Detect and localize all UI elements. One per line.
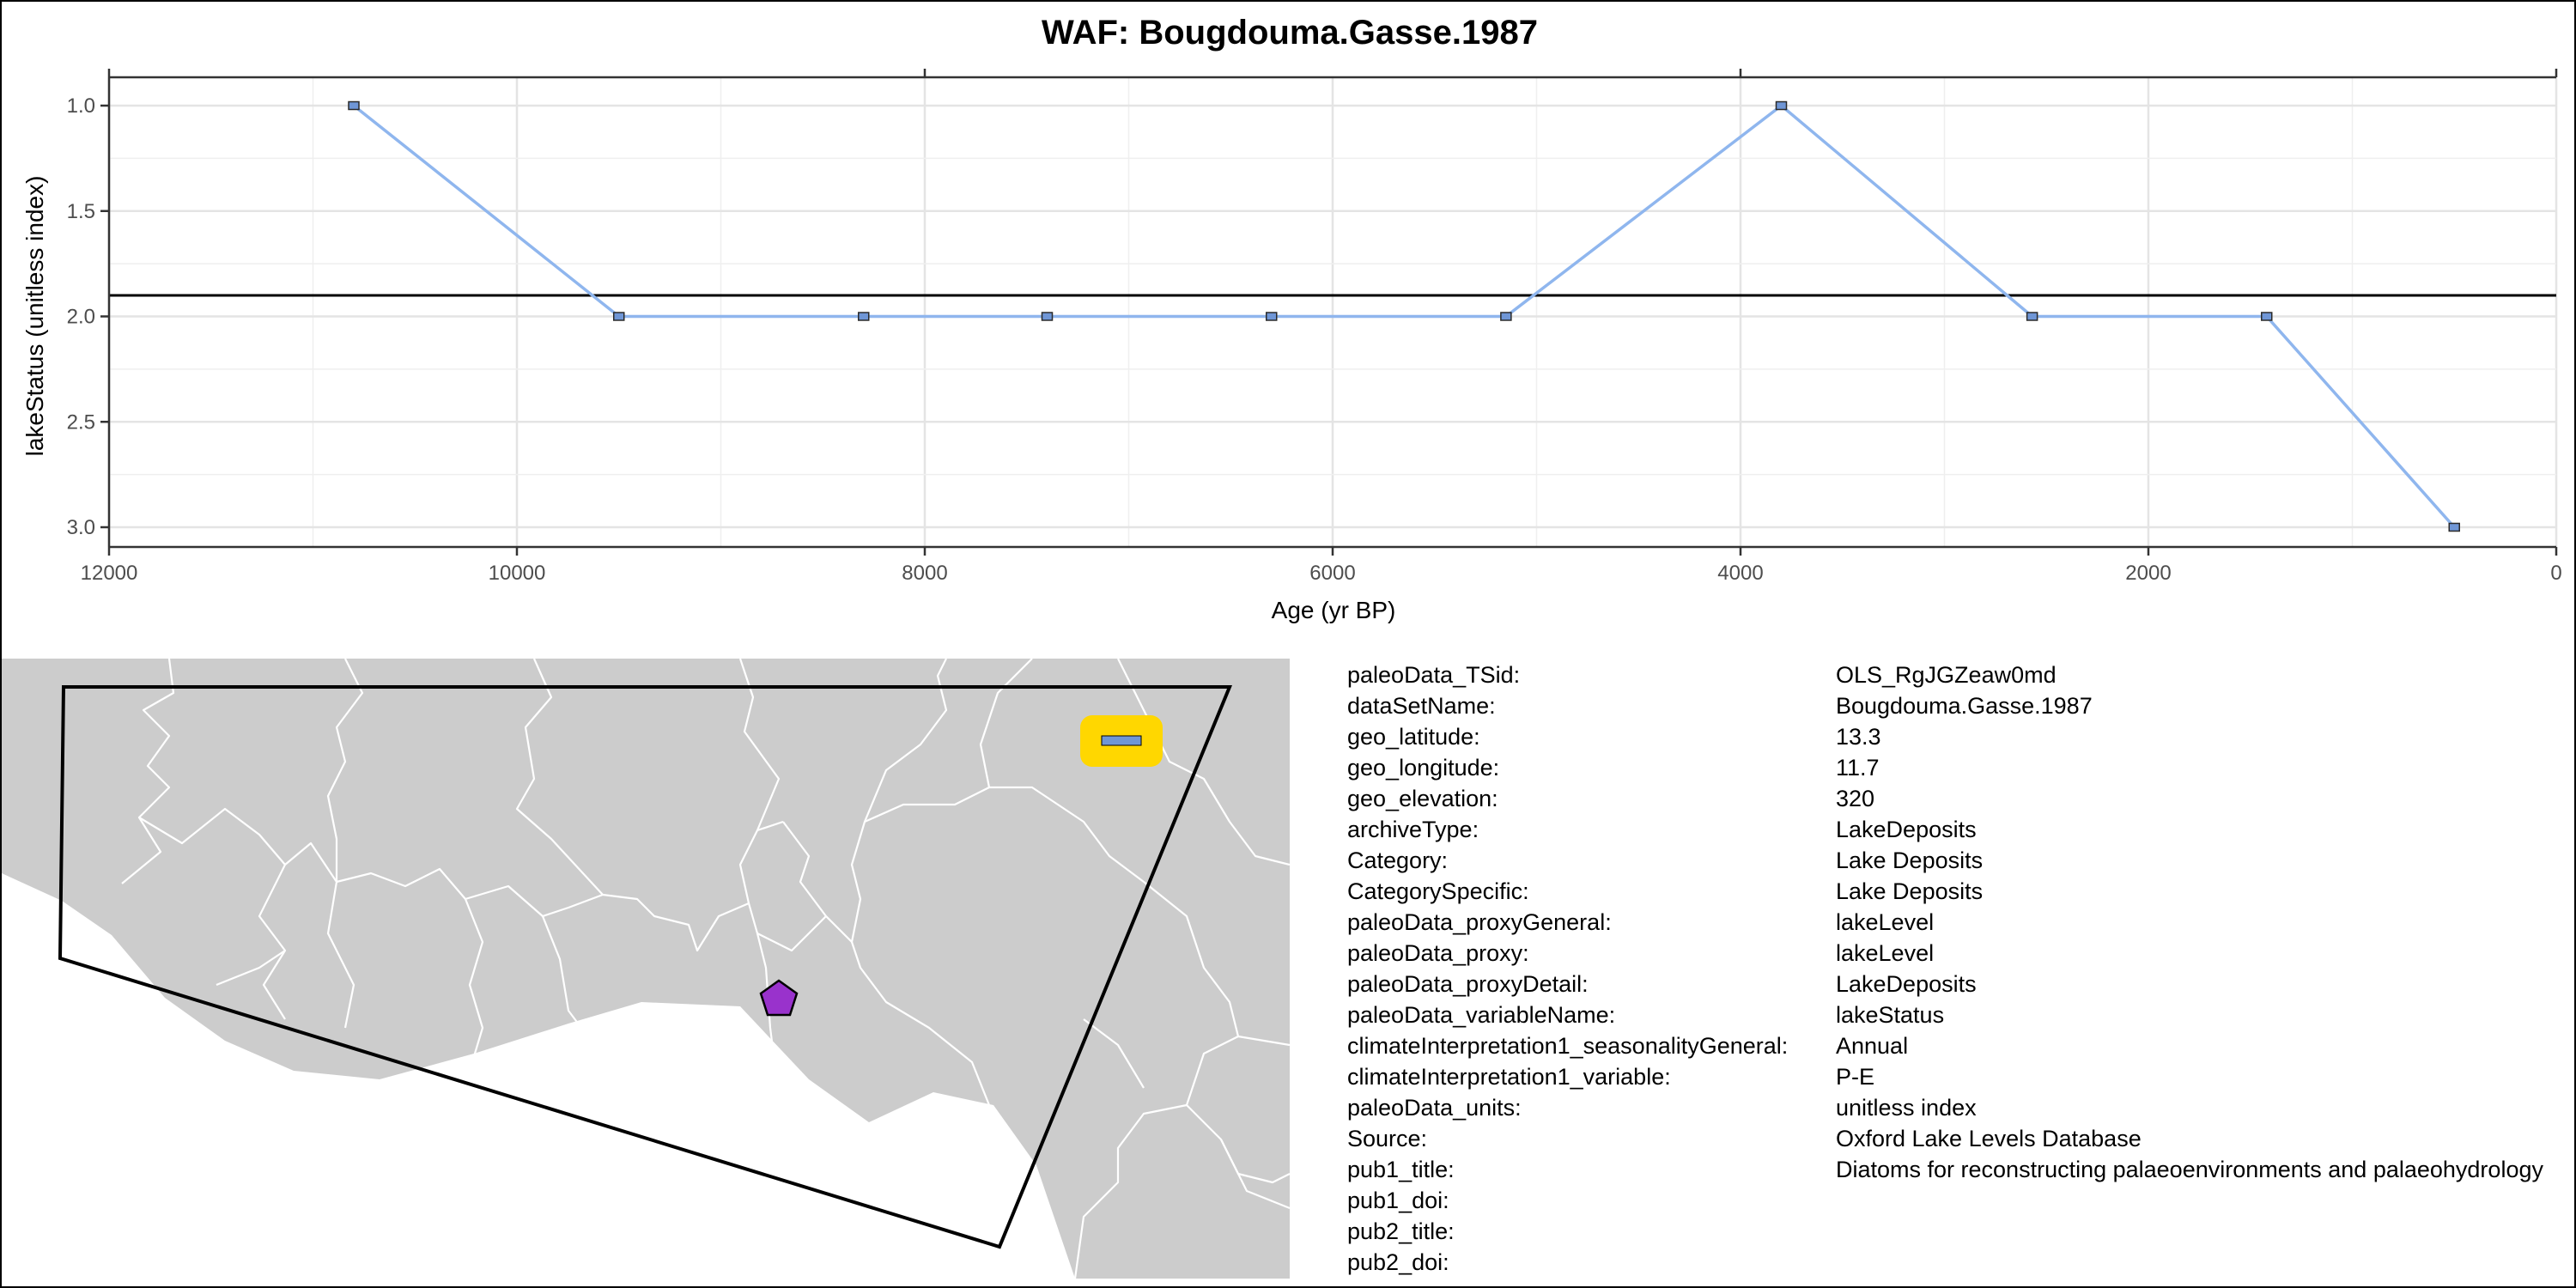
metadata-row: Source: Oxford Lake Levels Database xyxy=(1347,1123,2574,1154)
metadata-value: LakeDeposits xyxy=(1836,817,1977,842)
metadata-table: paleoData_TSid: OLS_RgJGZeaw0md dataSetNam… xyxy=(1347,659,2574,1286)
x-tick-label: 6000 xyxy=(1309,562,1355,585)
time-series-plot: 12000 10000 8000 6000 4000 2000 0 1.0 1.5 2.0 2.5 3… xyxy=(21,69,2562,623)
metadata-value: Lake Deposits xyxy=(1836,848,1984,873)
metadata-value: 320 xyxy=(1836,786,1875,811)
metadata-key: paleoData_proxy: xyxy=(1347,940,1529,966)
x-tick-label: 10000 xyxy=(489,562,546,585)
land-mass xyxy=(2,659,1290,1279)
metadata-key: geo_elevation: xyxy=(1347,786,1498,811)
metadata-row: paleoData_proxyGeneral: lakeLevel xyxy=(1347,907,2574,938)
metadata-value: P-E xyxy=(1836,1064,1875,1090)
metadata-row: CategorySpecific: Lake Deposits xyxy=(1347,876,2574,907)
x-tick-label: 8000 xyxy=(902,562,947,585)
metadata-row: climateInterpretation1_variable: P-E xyxy=(1347,1061,2574,1092)
metadata-key: paleoData_proxyGeneral: xyxy=(1347,909,1612,935)
x-tick-label: 4000 xyxy=(1717,562,1763,585)
metadata-row: paleoData_TSid: OLS_RgJGZeaw0md xyxy=(1347,659,2574,690)
chart-title: WAF: Bougdouma.Gasse.1987 xyxy=(1042,14,1538,52)
metadata-key: pub2_title: xyxy=(1347,1218,1455,1244)
data-point xyxy=(1266,312,1278,321)
metadata-value: lakeStatus xyxy=(1836,1002,1945,1028)
metadata-row: pub2_doi: xyxy=(1347,1247,2574,1278)
data-point xyxy=(2026,312,2038,321)
metadata-key: pub2_doi: xyxy=(1347,1249,1449,1275)
y-tick-label: 2.5 xyxy=(67,410,95,434)
x-tick-label: 12000 xyxy=(81,562,138,585)
metadata-row: geo_latitude: 13.3 xyxy=(1347,721,2574,752)
metadata-key: geo_longitude: xyxy=(1347,755,1500,781)
y-tick-label: 2.0 xyxy=(67,306,95,329)
metadata-key: climateInterpretation1_variable: xyxy=(1347,1064,1671,1090)
metadata-key: paleoData_variableName: xyxy=(1347,1002,1616,1028)
metadata-key: CategorySpecific: xyxy=(1347,878,1529,904)
metadata-key: Source: xyxy=(1347,1126,1428,1151)
region-boundary xyxy=(58,685,1232,1249)
metadata-value: unitless index xyxy=(1836,1095,1977,1121)
metadata-value: lakeLevel xyxy=(1836,909,1935,935)
metadata-key: pub1_doi: xyxy=(1347,1188,1449,1213)
metadata-value: LakeDeposits xyxy=(1836,971,1977,997)
metadata-key: paleoData_TSid: xyxy=(1347,662,1521,688)
metadata-key: geo_latitude: xyxy=(1347,724,1480,750)
metadata-row: dataSetName: Bougdouma.Gasse.1987 xyxy=(1347,690,2574,721)
metadata-row: Category: Lake Deposits xyxy=(1347,845,2574,876)
metadata-row: pub1_title: Diatoms for reconstructing pa… xyxy=(1347,1154,2574,1185)
metadata-key: archiveType: xyxy=(1347,817,1479,842)
metadata-row: archiveType: LakeDeposits xyxy=(1347,814,2574,845)
y-tick-label: 1.5 xyxy=(67,200,95,223)
metadata-row: pub2_title: xyxy=(1347,1216,2574,1247)
y-tick-label: 3.0 xyxy=(67,516,95,539)
y-axis-label: lakeStatus (unitless index) xyxy=(21,176,48,457)
metadata-value: OLS_RgJGZeaw0md xyxy=(1836,662,2057,688)
data-point xyxy=(2261,312,2273,321)
metadata-row: paleoData_units: unitless index xyxy=(1347,1092,2574,1123)
metadata-value: Bougdouma.Gasse.1987 xyxy=(1836,693,2093,719)
data-point xyxy=(348,100,360,111)
x-tick-label: 2000 xyxy=(2125,562,2171,585)
axes: 12000 10000 8000 6000 4000 2000 0 1.0 1.5 2.0 2.5 3… xyxy=(67,69,2562,585)
metadata-row: paleoData_variableName: lakeStatus xyxy=(1347,999,2574,1030)
metadata-value: 11.7 xyxy=(1836,755,1880,781)
y-tick-label: 1.0 xyxy=(67,94,95,118)
metadata-key: dataSetName: xyxy=(1347,693,1496,719)
metadata-row: paleoData_proxy: lakeLevel xyxy=(1347,938,2574,969)
metadata-row: geo_longitude: 11.7 xyxy=(1347,752,2574,783)
metadata-value: Oxford Lake Levels Database xyxy=(1836,1126,2142,1151)
metadata-row: climateInterpretation1_seasonalityGenera… xyxy=(1347,1030,2574,1061)
data-point xyxy=(1500,312,1512,321)
country-borders xyxy=(121,659,1290,1279)
metadata-value: 13.3 xyxy=(1836,724,1881,750)
x-tick-label: 0 xyxy=(2550,562,2561,585)
map-legend-swatch xyxy=(1101,735,1142,746)
data-point xyxy=(1041,312,1054,321)
metadata-row: pub1_doi: xyxy=(1347,1185,2574,1216)
data-point xyxy=(2448,522,2460,532)
metadata-key: paleoData_units: xyxy=(1347,1095,1522,1121)
metadata-key: climateInterpretation1_seasonalityGenera… xyxy=(1347,1033,1789,1059)
data-point xyxy=(613,312,625,321)
data-point xyxy=(858,312,870,321)
x-axis-label: Age (yr BP) xyxy=(1272,597,1396,623)
series-line xyxy=(352,104,2456,529)
metadata-row: geo_elevation: 320 xyxy=(1347,783,2574,814)
metadata-value: lakeLevel xyxy=(1836,940,1935,966)
location-map xyxy=(2,659,1290,1279)
series-layer xyxy=(348,100,2460,532)
metadata-value: Annual xyxy=(1836,1033,1909,1059)
metadata-value: Lake Deposits xyxy=(1836,878,1984,904)
metadata-value: Diatoms for reconstructing palaeoenviron… xyxy=(1836,1157,2543,1182)
plot-grid xyxy=(107,77,2558,547)
metadata-key: pub1_title: xyxy=(1347,1157,1455,1182)
metadata-row: paleoData_proxyDetail: LakeDeposits xyxy=(1347,969,2574,999)
data-point xyxy=(1775,100,1788,111)
metadata-key: Category: xyxy=(1347,848,1449,873)
metadata-key: paleoData_proxyDetail: xyxy=(1347,971,1589,997)
site-location-marker xyxy=(759,979,799,1017)
